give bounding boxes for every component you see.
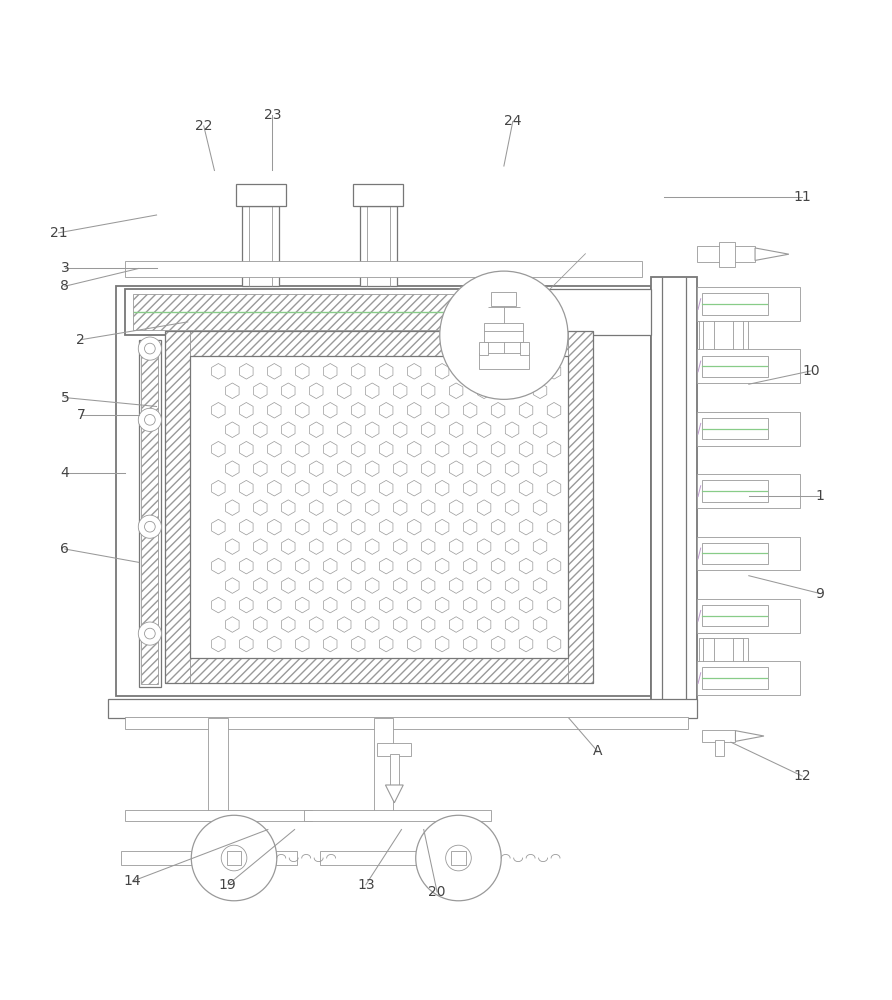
Bar [377, 743, 411, 756]
Bar [235, 184, 285, 206]
Bar [510, 289, 651, 335]
Bar [242, 206, 279, 286]
Bar [720, 242, 735, 267]
Text: 8: 8 [61, 279, 70, 293]
Bar [704, 317, 714, 362]
Circle shape [138, 408, 161, 431]
Polygon shape [755, 248, 789, 260]
Polygon shape [385, 785, 403, 803]
Bar [451, 851, 466, 865]
Circle shape [440, 271, 568, 399]
Bar [698, 349, 799, 383]
Bar [133, 294, 503, 330]
Text: 23: 23 [263, 108, 281, 122]
Text: 11: 11 [793, 190, 811, 204]
Text: 10: 10 [802, 364, 820, 378]
Circle shape [145, 521, 155, 532]
Text: 6: 6 [61, 542, 70, 556]
Text: 20: 20 [428, 885, 446, 899]
Circle shape [138, 337, 161, 360]
Text: 9: 9 [815, 587, 824, 601]
Bar [702, 418, 768, 439]
Bar [698, 537, 799, 570]
Bar [227, 851, 241, 865]
Bar [702, 730, 735, 742]
Bar [715, 740, 724, 756]
Bar [117, 286, 651, 696]
Circle shape [221, 845, 247, 871]
Circle shape [191, 815, 277, 901]
Bar [702, 480, 768, 502]
Text: 22: 22 [195, 119, 212, 133]
Bar [126, 810, 312, 821]
Bar [108, 699, 698, 718]
Bar [520, 342, 529, 355]
Bar [732, 317, 743, 362]
Circle shape [138, 515, 161, 538]
Bar [165, 331, 593, 683]
Circle shape [145, 628, 155, 639]
Bar [390, 754, 399, 785]
Text: 2: 2 [77, 333, 86, 347]
Bar [699, 317, 747, 353]
Circle shape [145, 343, 155, 354]
Circle shape [446, 845, 471, 871]
Circle shape [145, 415, 155, 425]
Bar [484, 323, 524, 342]
Bar [359, 206, 397, 286]
Bar [165, 331, 190, 683]
Bar [704, 638, 714, 683]
Bar [702, 356, 768, 377]
Text: 7: 7 [77, 408, 86, 422]
Bar [491, 292, 516, 306]
Bar [126, 261, 642, 277]
Bar [126, 717, 689, 729]
Text: 3: 3 [61, 261, 70, 275]
Text: 21: 21 [50, 226, 68, 240]
Bar [698, 287, 799, 321]
Bar [479, 342, 488, 355]
Bar [698, 599, 799, 633]
Bar [139, 340, 161, 687]
Text: 5: 5 [61, 391, 70, 405]
Bar [479, 353, 529, 369]
Bar [698, 474, 799, 508]
Text: 13: 13 [357, 878, 375, 892]
Text: 12: 12 [793, 769, 811, 783]
Bar [303, 810, 491, 821]
Bar [698, 661, 799, 695]
Bar [121, 851, 297, 865]
Circle shape [138, 622, 161, 645]
Bar [208, 718, 227, 816]
Bar [126, 289, 510, 335]
Text: 24: 24 [504, 114, 522, 128]
Bar [651, 277, 698, 705]
Bar [319, 851, 496, 865]
Bar [353, 184, 403, 206]
Bar [702, 605, 768, 626]
Bar [190, 331, 568, 356]
Text: 14: 14 [124, 874, 141, 888]
Text: 1: 1 [815, 489, 824, 503]
Bar [702, 293, 768, 315]
Text: 4: 4 [61, 466, 70, 480]
Bar [568, 331, 593, 683]
Polygon shape [735, 731, 764, 741]
Bar [142, 342, 159, 684]
Bar [190, 658, 568, 683]
Bar [698, 412, 799, 446]
Text: A: A [592, 744, 602, 758]
Bar [702, 543, 768, 564]
Bar [732, 638, 743, 683]
Text: 19: 19 [219, 878, 236, 892]
Bar [374, 718, 393, 816]
Bar [702, 667, 768, 689]
Bar [698, 246, 755, 262]
Bar [699, 638, 747, 674]
Circle shape [416, 815, 501, 901]
Bar [190, 356, 568, 658]
